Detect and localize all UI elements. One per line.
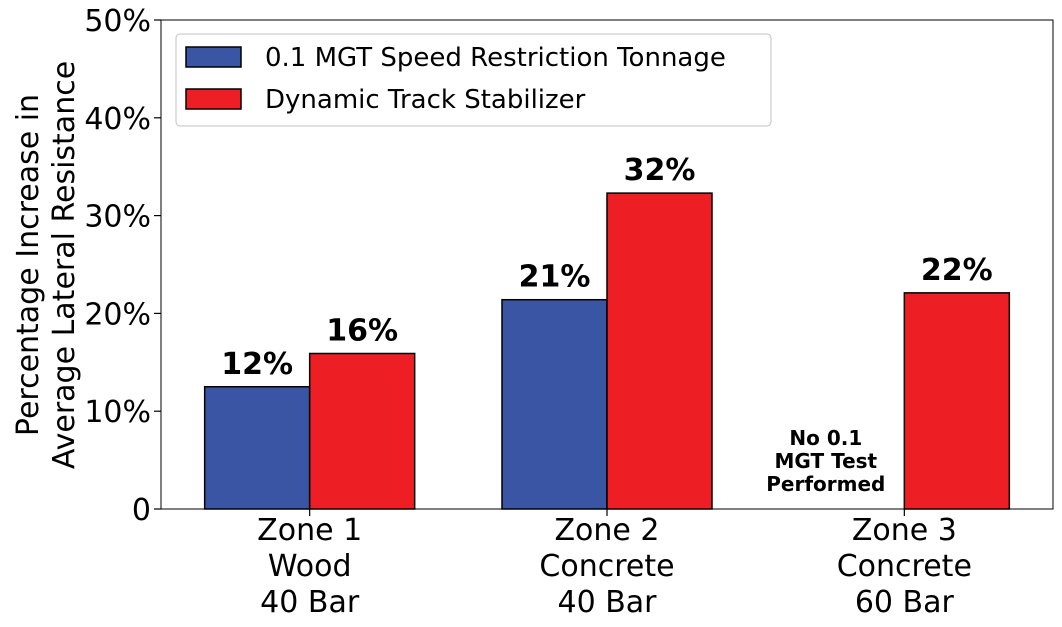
x-tick-label-line: Zone 3: [852, 513, 957, 548]
y-tick-label: 40%: [84, 102, 151, 137]
bar: [203, 386, 311, 510]
x-tick-label-line: 60 Bar: [855, 585, 955, 620]
x-tick-label-line: Zone 2: [555, 513, 660, 548]
x-tick-label-line: Concrete: [837, 549, 972, 584]
y-axis: 0 10% 20% 30% 40% 50%: [84, 4, 161, 528]
data-label: 16%: [326, 313, 398, 348]
bars-layer: [203, 192, 1011, 510]
legend: 0.1 MGT Speed Restriction Tonnage Dynamic…: [175, 33, 772, 127]
legend-box: [175, 33, 772, 127]
x-tick-label-line: Wood: [268, 549, 352, 584]
y-tick-label: 20%: [84, 297, 151, 332]
legend-label: Dynamic Track Stabilizer: [265, 85, 586, 115]
x-tick-label-line: 40 Bar: [557, 585, 657, 620]
y-axis-label: Percentage Increase inAverage Lateral Re…: [11, 61, 82, 469]
data-label: 21%: [519, 260, 591, 295]
legend-swatch: [185, 46, 242, 68]
bar: [308, 352, 416, 510]
bar: [903, 292, 1011, 510]
annotation-line: Performed: [766, 472, 885, 496]
data-label: 22%: [921, 253, 993, 288]
y-tick-label: 50%: [84, 4, 151, 39]
data-label: 32%: [624, 153, 696, 188]
legend-label: 0.1 MGT Speed Restriction Tonnage: [265, 43, 726, 73]
x-tick-label-line: 40 Bar: [260, 585, 360, 620]
bar: [606, 192, 713, 510]
y-tick-label: 0: [132, 493, 151, 528]
y-axis-label-line: Percentage Increase in: [11, 94, 46, 436]
y-tick-label: 10%: [84, 395, 151, 430]
y-tick-label: 30%: [84, 200, 151, 235]
legend-swatch: [185, 88, 242, 110]
x-tick-label: Zone 1 Wood 40 Bar: [257, 513, 362, 620]
bar: [501, 298, 608, 510]
y-axis-label-line: Average Lateral Resistance: [47, 61, 82, 469]
annotation-note: No 0.1 MGT Test Performed: [766, 426, 885, 496]
data-label: 12%: [221, 347, 293, 382]
x-tick-label-line: Concrete: [539, 549, 674, 584]
x-tick-label: Zone 3 Concrete 60 Bar: [837, 513, 972, 620]
annotation-line: MGT Test: [775, 449, 878, 473]
data-labels-layer: 12% 21% 16% 32% 22%: [221, 153, 992, 382]
x-tick-label: Zone 2 Concrete 40 Bar: [539, 513, 674, 620]
annotations-layer: No 0.1 MGT Test Performed: [766, 426, 885, 496]
x-tick-label-line: Zone 1: [257, 513, 362, 548]
annotation-line: No 0.1: [789, 426, 862, 450]
